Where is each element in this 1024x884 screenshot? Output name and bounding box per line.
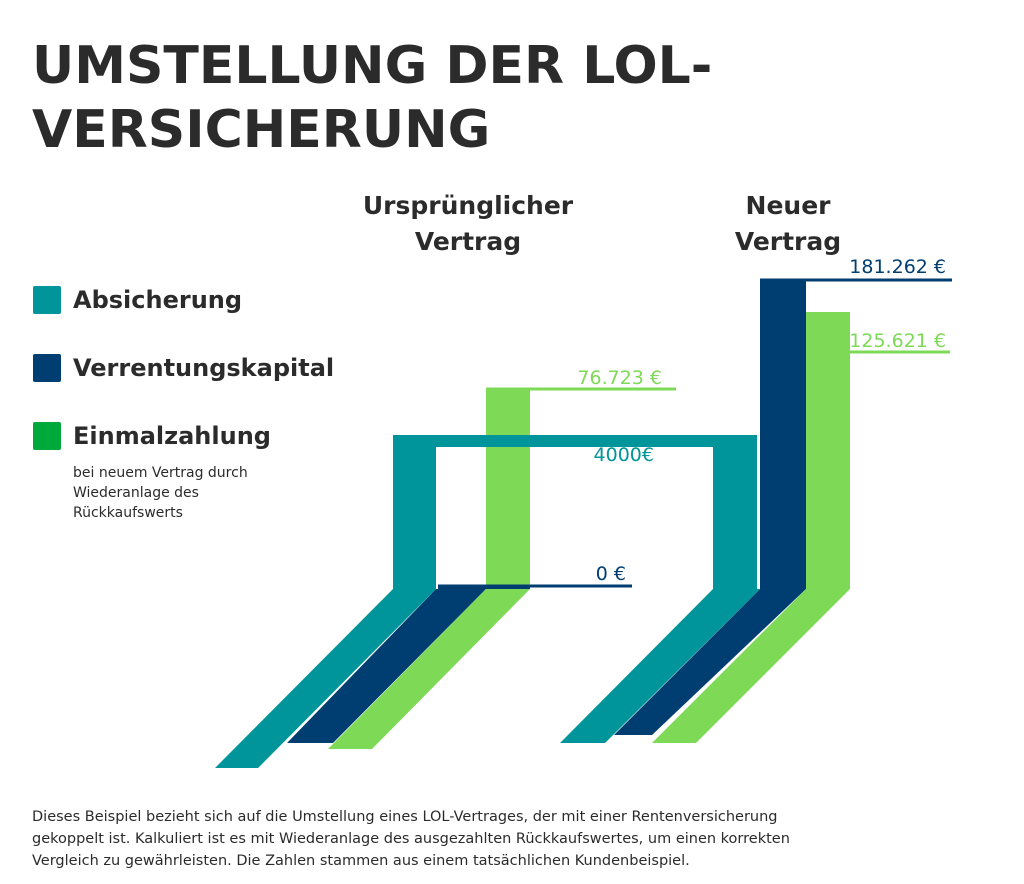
column-heading-new: Neuer Vertrag (734, 191, 842, 256)
value-label-verrentungskapital-new: 181.262 € (849, 256, 946, 278)
legend-label-absicherung: Absicherung (73, 286, 243, 314)
floor-einmal-original (328, 589, 530, 749)
value-label-absicherung: 4000€ (594, 444, 654, 466)
footnote: Dieses Beispiel bezieht sich auf die Ums… (32, 809, 790, 869)
bar-verrentungskapital-new (760, 280, 806, 589)
legend-item-absicherung: Absicherung (33, 284, 353, 316)
page-title: UMSTELLUNG DER LOL-VERSICHERUNG (32, 36, 713, 160)
bar-einmalzahlung-original (486, 389, 530, 589)
legend-item-einmalzahlung: Einmalzahlung (33, 420, 353, 452)
legend-swatch-einmalzahlung (33, 422, 61, 450)
value-label-einmalzahlung-original: 76.723 € (577, 367, 662, 389)
floor-absicherung-new (560, 589, 760, 743)
bar-absicherung (393, 435, 757, 589)
legend: Absicherung Verrentungskapital Einmalzah… (33, 284, 353, 488)
column-heading-original: Ursprünglicher Vertrag (362, 191, 574, 256)
value-label-verrentungskapital-original: 0 € (596, 563, 626, 585)
legend-swatch-verrentungskapital (33, 354, 61, 382)
floor-verrentung-new (614, 589, 806, 735)
floor-verrentung-original (287, 589, 486, 743)
legend-item-verrentungskapital: Verrentungskapital (33, 352, 353, 384)
value-label-einmalzahlung-new: 125.621 € (849, 330, 946, 352)
bar-einmalzahlung-new (806, 312, 850, 589)
legend-label-verrentungskapital: Verrentungskapital (73, 354, 335, 382)
legend-swatch-absicherung (33, 286, 61, 314)
legend-note: bei neuem Vertrag durch Wiederanlage des… (73, 465, 248, 521)
legend-label-einmalzahlung: Einmalzahlung (73, 422, 271, 450)
floor-einmal-new (652, 589, 850, 743)
floor-absicherung-original (215, 589, 436, 768)
